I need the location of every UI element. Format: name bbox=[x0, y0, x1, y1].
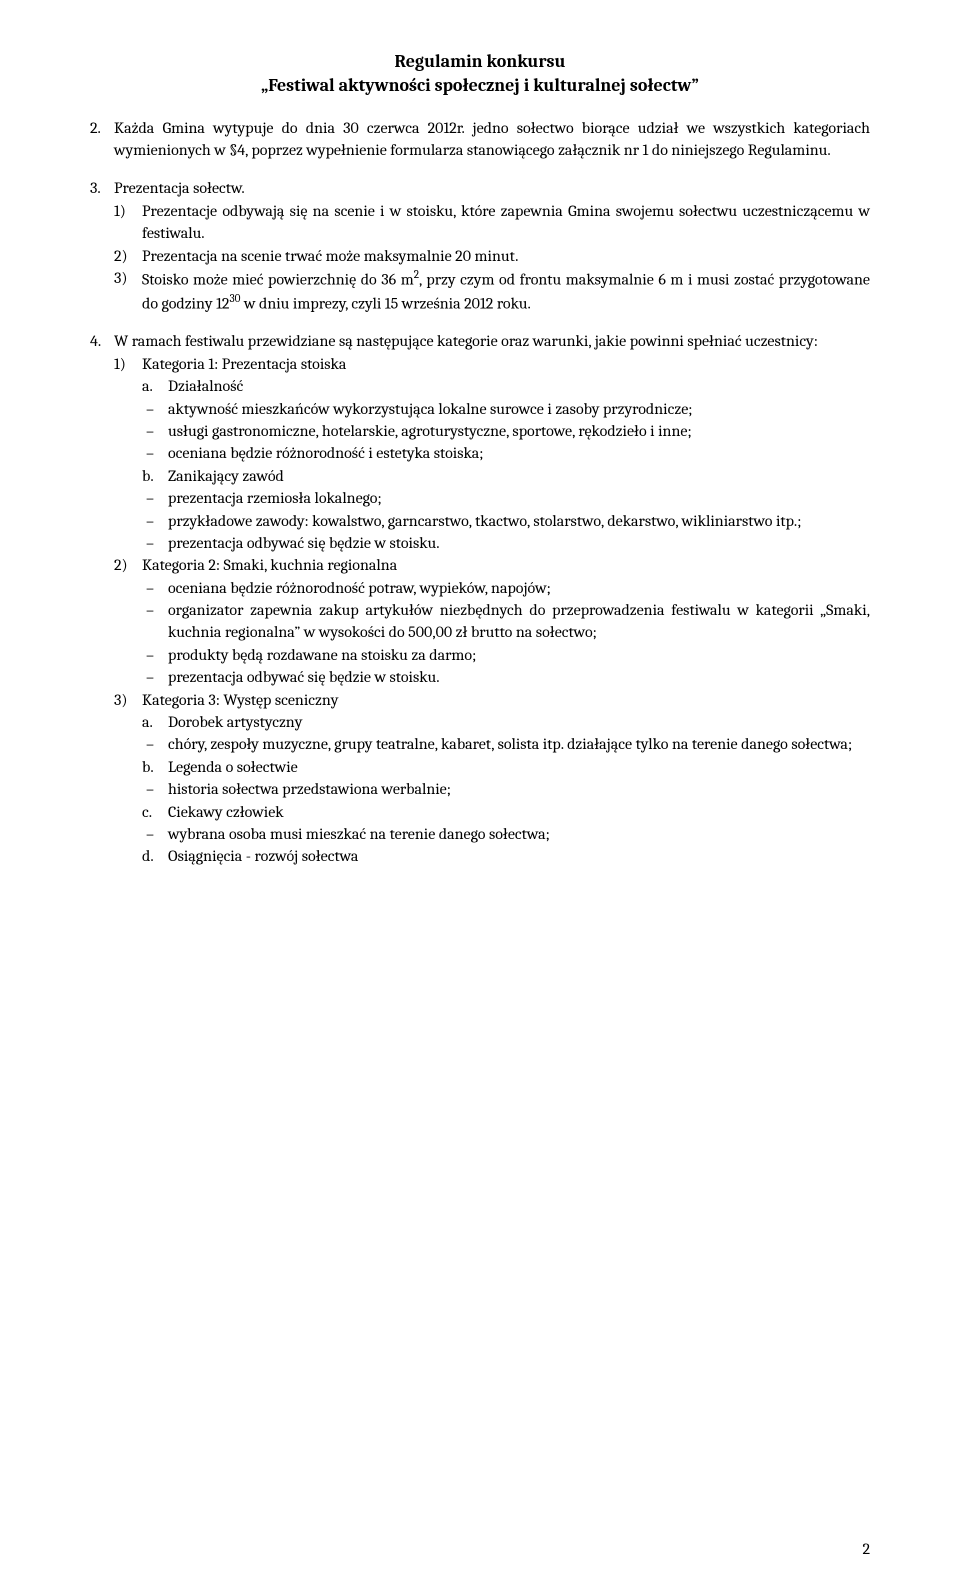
superscript: 30 bbox=[229, 292, 240, 305]
sub-number: 2) bbox=[114, 554, 142, 688]
dash-marker: – bbox=[146, 442, 168, 464]
dash-body: historia sołectwa przedstawiona werbalni… bbox=[168, 778, 870, 800]
sub-item: 1) Prezentacje odbywają się na scenie i … bbox=[114, 200, 870, 245]
item-body: Prezentacja sołectw. 1) Prezentacje odby… bbox=[114, 177, 870, 314]
text-fragment: w dniu imprezy, czyli 15 września 2012 r… bbox=[240, 294, 530, 312]
list-item-2: 2. Każda Gmina wytypuje do dnia 30 czerw… bbox=[90, 117, 870, 162]
sub-item: 1) Kategoria 1: Prezentacja stoiska a. D… bbox=[114, 353, 870, 555]
dash-item: – chóry, zespoły muzyczne, grupy teatral… bbox=[142, 733, 870, 755]
dash-marker: – bbox=[146, 420, 168, 442]
title-line-1: Regulamin konkursu bbox=[395, 51, 566, 72]
dash-item: – organizator zapewnia zakup artykułów n… bbox=[142, 599, 870, 644]
sub-body: Kategoria 1: Prezentacja stoiska a. Dzia… bbox=[142, 353, 870, 555]
dash-marker: – bbox=[146, 644, 168, 666]
dash-body: oceniana będzie różnorodność potraw, wyp… bbox=[168, 577, 870, 599]
dash-item: – przykładowe zawody: kowalstwo, garncar… bbox=[142, 510, 870, 532]
dash-body: oceniana będzie różnorodność i estetyka … bbox=[168, 442, 870, 464]
list-item-4: 4. W ramach festiwalu przewidziane są na… bbox=[90, 330, 870, 867]
letter-marker: b. bbox=[142, 756, 168, 778]
letter-body: Zanikający zawód bbox=[168, 465, 870, 487]
text-fragment: Stoisko może mieć powierzchnię do 36 m bbox=[142, 270, 414, 288]
dash-body: chóry, zespoły muzyczne, grupy teatralne… bbox=[168, 733, 870, 755]
sub-item: 2) Kategoria 2: Smaki, kuchnia regionaln… bbox=[114, 554, 870, 688]
letter-body: Osiągnięcia - rozwój sołectwa bbox=[168, 845, 870, 867]
letter-marker: a. bbox=[142, 711, 168, 733]
letter-body: Dorobek artystyczny bbox=[168, 711, 870, 733]
dash-body: prezentacja rzemiosła lokalnego; bbox=[168, 487, 870, 509]
letter-marker: b. bbox=[142, 465, 168, 487]
page-number: 2 bbox=[862, 1540, 870, 1558]
dash-marker: – bbox=[146, 733, 168, 755]
sub-text: Kategoria 1: Prezentacja stoiska bbox=[142, 355, 346, 373]
item-number: 3. bbox=[90, 177, 114, 314]
sub-number: 1) bbox=[114, 200, 142, 245]
sub-number: 2) bbox=[114, 245, 142, 267]
dash-item: – produkty będą rozdawane na stoisku za … bbox=[142, 644, 870, 666]
sub-body: Prezentacja na scenie trwać może maksyma… bbox=[142, 245, 870, 267]
dash-marker: – bbox=[146, 599, 168, 644]
dash-marker: – bbox=[146, 577, 168, 599]
sub-body: Stoisko może mieć powierzchnię do 36 m2,… bbox=[142, 267, 870, 314]
letter-marker: c. bbox=[142, 801, 168, 823]
sub-text: Kategoria 2: Smaki, kuchnia regionalna bbox=[142, 556, 397, 574]
list-item-3: 3. Prezentacja sołectw. 1) Prezentacje o… bbox=[90, 177, 870, 314]
sub-item: 3) Stoisko może mieć powierzchnię do 36 … bbox=[114, 267, 870, 314]
item-text: W ramach festiwalu przewidziane są nastę… bbox=[114, 332, 818, 350]
letter-body: Działalność bbox=[168, 375, 870, 397]
document-title: Regulamin konkursu „Festiwal aktywności … bbox=[90, 50, 870, 99]
sub-item: 2) Prezentacja na scenie trwać może maks… bbox=[114, 245, 870, 267]
letter-item: a. Dorobek artystyczny bbox=[142, 711, 870, 733]
item-body: W ramach festiwalu przewidziane są nastę… bbox=[114, 330, 870, 867]
dash-body: produkty będą rozdawane na stoisku za da… bbox=[168, 644, 870, 666]
letter-item: b. Zanikający zawód bbox=[142, 465, 870, 487]
sub-item: 3) Kategoria 3: Występ sceniczny a. Doro… bbox=[114, 689, 870, 868]
dash-marker: – bbox=[146, 666, 168, 688]
dash-item: – oceniana będzie różnorodność potraw, w… bbox=[142, 577, 870, 599]
dash-marker: – bbox=[146, 778, 168, 800]
item-number: 4. bbox=[90, 330, 114, 867]
dash-item: – wybrana osoba musi mieszkać na terenie… bbox=[142, 823, 870, 845]
dash-marker: – bbox=[146, 487, 168, 509]
dash-marker: – bbox=[146, 823, 168, 845]
dash-marker: – bbox=[146, 532, 168, 554]
dash-body: organizator zapewnia zakup artykułów nie… bbox=[168, 599, 870, 644]
item-number: 2. bbox=[90, 117, 114, 162]
sub-text: Kategoria 3: Występ sceniczny bbox=[142, 691, 339, 709]
dash-item: – oceniana będzie różnorodność i estetyk… bbox=[142, 442, 870, 464]
dash-item: – prezentacja odbywać się będzie w stois… bbox=[142, 666, 870, 688]
dash-body: przykładowe zawody: kowalstwo, garncarst… bbox=[168, 510, 870, 532]
dash-body: prezentacja odbywać się będzie w stoisku… bbox=[168, 666, 870, 688]
sub-body: Prezentacje odbywają się na scenie i w s… bbox=[142, 200, 870, 245]
dash-item: – historia sołectwa przedstawiona werbal… bbox=[142, 778, 870, 800]
dash-item: – usługi gastronomiczne, hotelarskie, ag… bbox=[142, 420, 870, 442]
sub-number: 3) bbox=[114, 689, 142, 868]
letter-item: b. Legenda o sołectwie bbox=[142, 756, 870, 778]
item-text: Prezentacja sołectw. bbox=[114, 179, 245, 197]
dash-item: – prezentacja odbywać się będzie w stois… bbox=[142, 532, 870, 554]
letter-item: d. Osiągnięcia - rozwój sołectwa bbox=[142, 845, 870, 867]
dash-body: wybrana osoba musi mieszkać na terenie d… bbox=[168, 823, 870, 845]
sub-number: 1) bbox=[114, 353, 142, 555]
sub-body: Kategoria 3: Występ sceniczny a. Dorobek… bbox=[142, 689, 870, 868]
dash-body: prezentacja odbywać się będzie w stoisku… bbox=[168, 532, 870, 554]
item-body: Każda Gmina wytypuje do dnia 30 czerwca … bbox=[114, 117, 870, 162]
sub-number: 3) bbox=[114, 267, 142, 314]
dash-item: – prezentacja rzemiosła lokalnego; bbox=[142, 487, 870, 509]
letter-marker: a. bbox=[142, 375, 168, 397]
dash-marker: – bbox=[146, 398, 168, 420]
title-line-2: „Festiwal aktywności społecznej i kultur… bbox=[261, 75, 699, 96]
dash-item: – aktywność mieszkańców wykorzystująca l… bbox=[142, 398, 870, 420]
dash-body: aktywność mieszkańców wykorzystująca lok… bbox=[168, 398, 870, 420]
letter-body: Legenda o sołectwie bbox=[168, 756, 870, 778]
letter-item: a. Działalność bbox=[142, 375, 870, 397]
letter-body: Ciekawy człowiek bbox=[168, 801, 870, 823]
dash-marker: – bbox=[146, 510, 168, 532]
document-page: Regulamin konkursu „Festiwal aktywności … bbox=[0, 0, 960, 1588]
sub-body: Kategoria 2: Smaki, kuchnia regionalna –… bbox=[142, 554, 870, 688]
letter-marker: d. bbox=[142, 845, 168, 867]
dash-body: usługi gastronomiczne, hotelarskie, agro… bbox=[168, 420, 870, 442]
letter-item: c. Ciekawy człowiek bbox=[142, 801, 870, 823]
sub-list: 1) Prezentacje odbywają się na scenie i … bbox=[114, 200, 870, 315]
